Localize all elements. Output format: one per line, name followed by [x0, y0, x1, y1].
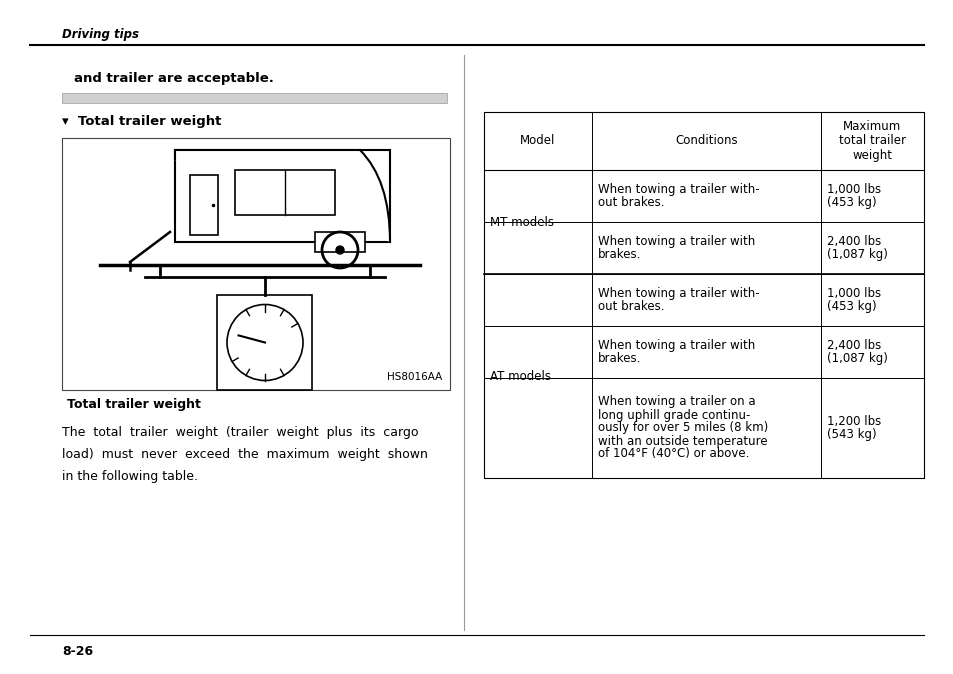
Text: (453 kg): (453 kg) — [825, 300, 875, 313]
Text: 2,400 lbs: 2,400 lbs — [825, 235, 880, 248]
Text: 8-26: 8-26 — [62, 645, 93, 658]
Text: Model: Model — [519, 135, 555, 148]
Text: total trailer: total trailer — [838, 135, 904, 148]
Circle shape — [335, 246, 344, 254]
Bar — [234, 170, 335, 215]
Text: brakes.: brakes. — [598, 352, 640, 365]
Text: MT models: MT models — [490, 216, 554, 228]
Text: 1,200 lbs: 1,200 lbs — [825, 415, 880, 428]
Text: ▾  Total trailer weight: ▾ Total trailer weight — [62, 115, 221, 128]
Text: AT models: AT models — [490, 369, 551, 383]
Text: When towing a trailer with-: When towing a trailer with- — [598, 287, 759, 300]
Text: When towing a trailer with-: When towing a trailer with- — [598, 183, 759, 196]
Text: When towing a trailer with: When towing a trailer with — [598, 339, 754, 352]
Bar — [174, 150, 390, 242]
Text: ously for over 5 miles (8 km): ously for over 5 miles (8 km) — [598, 421, 767, 435]
PathPatch shape — [174, 150, 390, 242]
Text: (1,087 kg): (1,087 kg) — [825, 248, 886, 261]
Text: The  total  trailer  weight  (trailer  weight  plus  its  cargo: The total trailer weight (trailer weight… — [62, 426, 418, 439]
Text: long uphill grade continu-: long uphill grade continu- — [598, 408, 749, 421]
Text: Conditions: Conditions — [674, 135, 737, 148]
Text: with an outside temperature: with an outside temperature — [598, 435, 766, 448]
Bar — [483, 112, 923, 478]
Text: of 104°F (40°C) or above.: of 104°F (40°C) or above. — [598, 448, 748, 460]
Text: 1,000 lbs: 1,000 lbs — [825, 287, 880, 300]
Text: brakes.: brakes. — [598, 248, 640, 261]
Text: Maximum: Maximum — [842, 121, 901, 133]
Text: Total trailer weight: Total trailer weight — [67, 398, 201, 411]
Bar — [314, 232, 365, 252]
Text: When towing a trailer with: When towing a trailer with — [598, 235, 754, 248]
Text: out brakes.: out brakes. — [598, 300, 663, 313]
Text: and trailer are acceptable.: and trailer are acceptable. — [74, 72, 274, 85]
Text: 1,000 lbs: 1,000 lbs — [825, 183, 880, 196]
Text: 2,400 lbs: 2,400 lbs — [825, 339, 880, 352]
Text: HS8016AA: HS8016AA — [386, 372, 441, 382]
Bar — [217, 295, 313, 390]
Text: in the following table.: in the following table. — [62, 470, 198, 483]
Bar — [190, 175, 218, 235]
Text: (453 kg): (453 kg) — [825, 196, 875, 209]
Bar — [62, 138, 450, 390]
Text: (543 kg): (543 kg) — [825, 428, 875, 441]
Text: load)  must  never  exceed  the  maximum  weight  shown: load) must never exceed the maximum weig… — [62, 448, 428, 461]
Bar — [62, 93, 447, 103]
Text: When towing a trailer on a: When towing a trailer on a — [598, 396, 755, 408]
Text: Driving tips: Driving tips — [62, 28, 139, 41]
Text: (1,087 kg): (1,087 kg) — [825, 352, 886, 365]
Text: weight: weight — [851, 148, 891, 162]
Text: out brakes.: out brakes. — [598, 196, 663, 209]
